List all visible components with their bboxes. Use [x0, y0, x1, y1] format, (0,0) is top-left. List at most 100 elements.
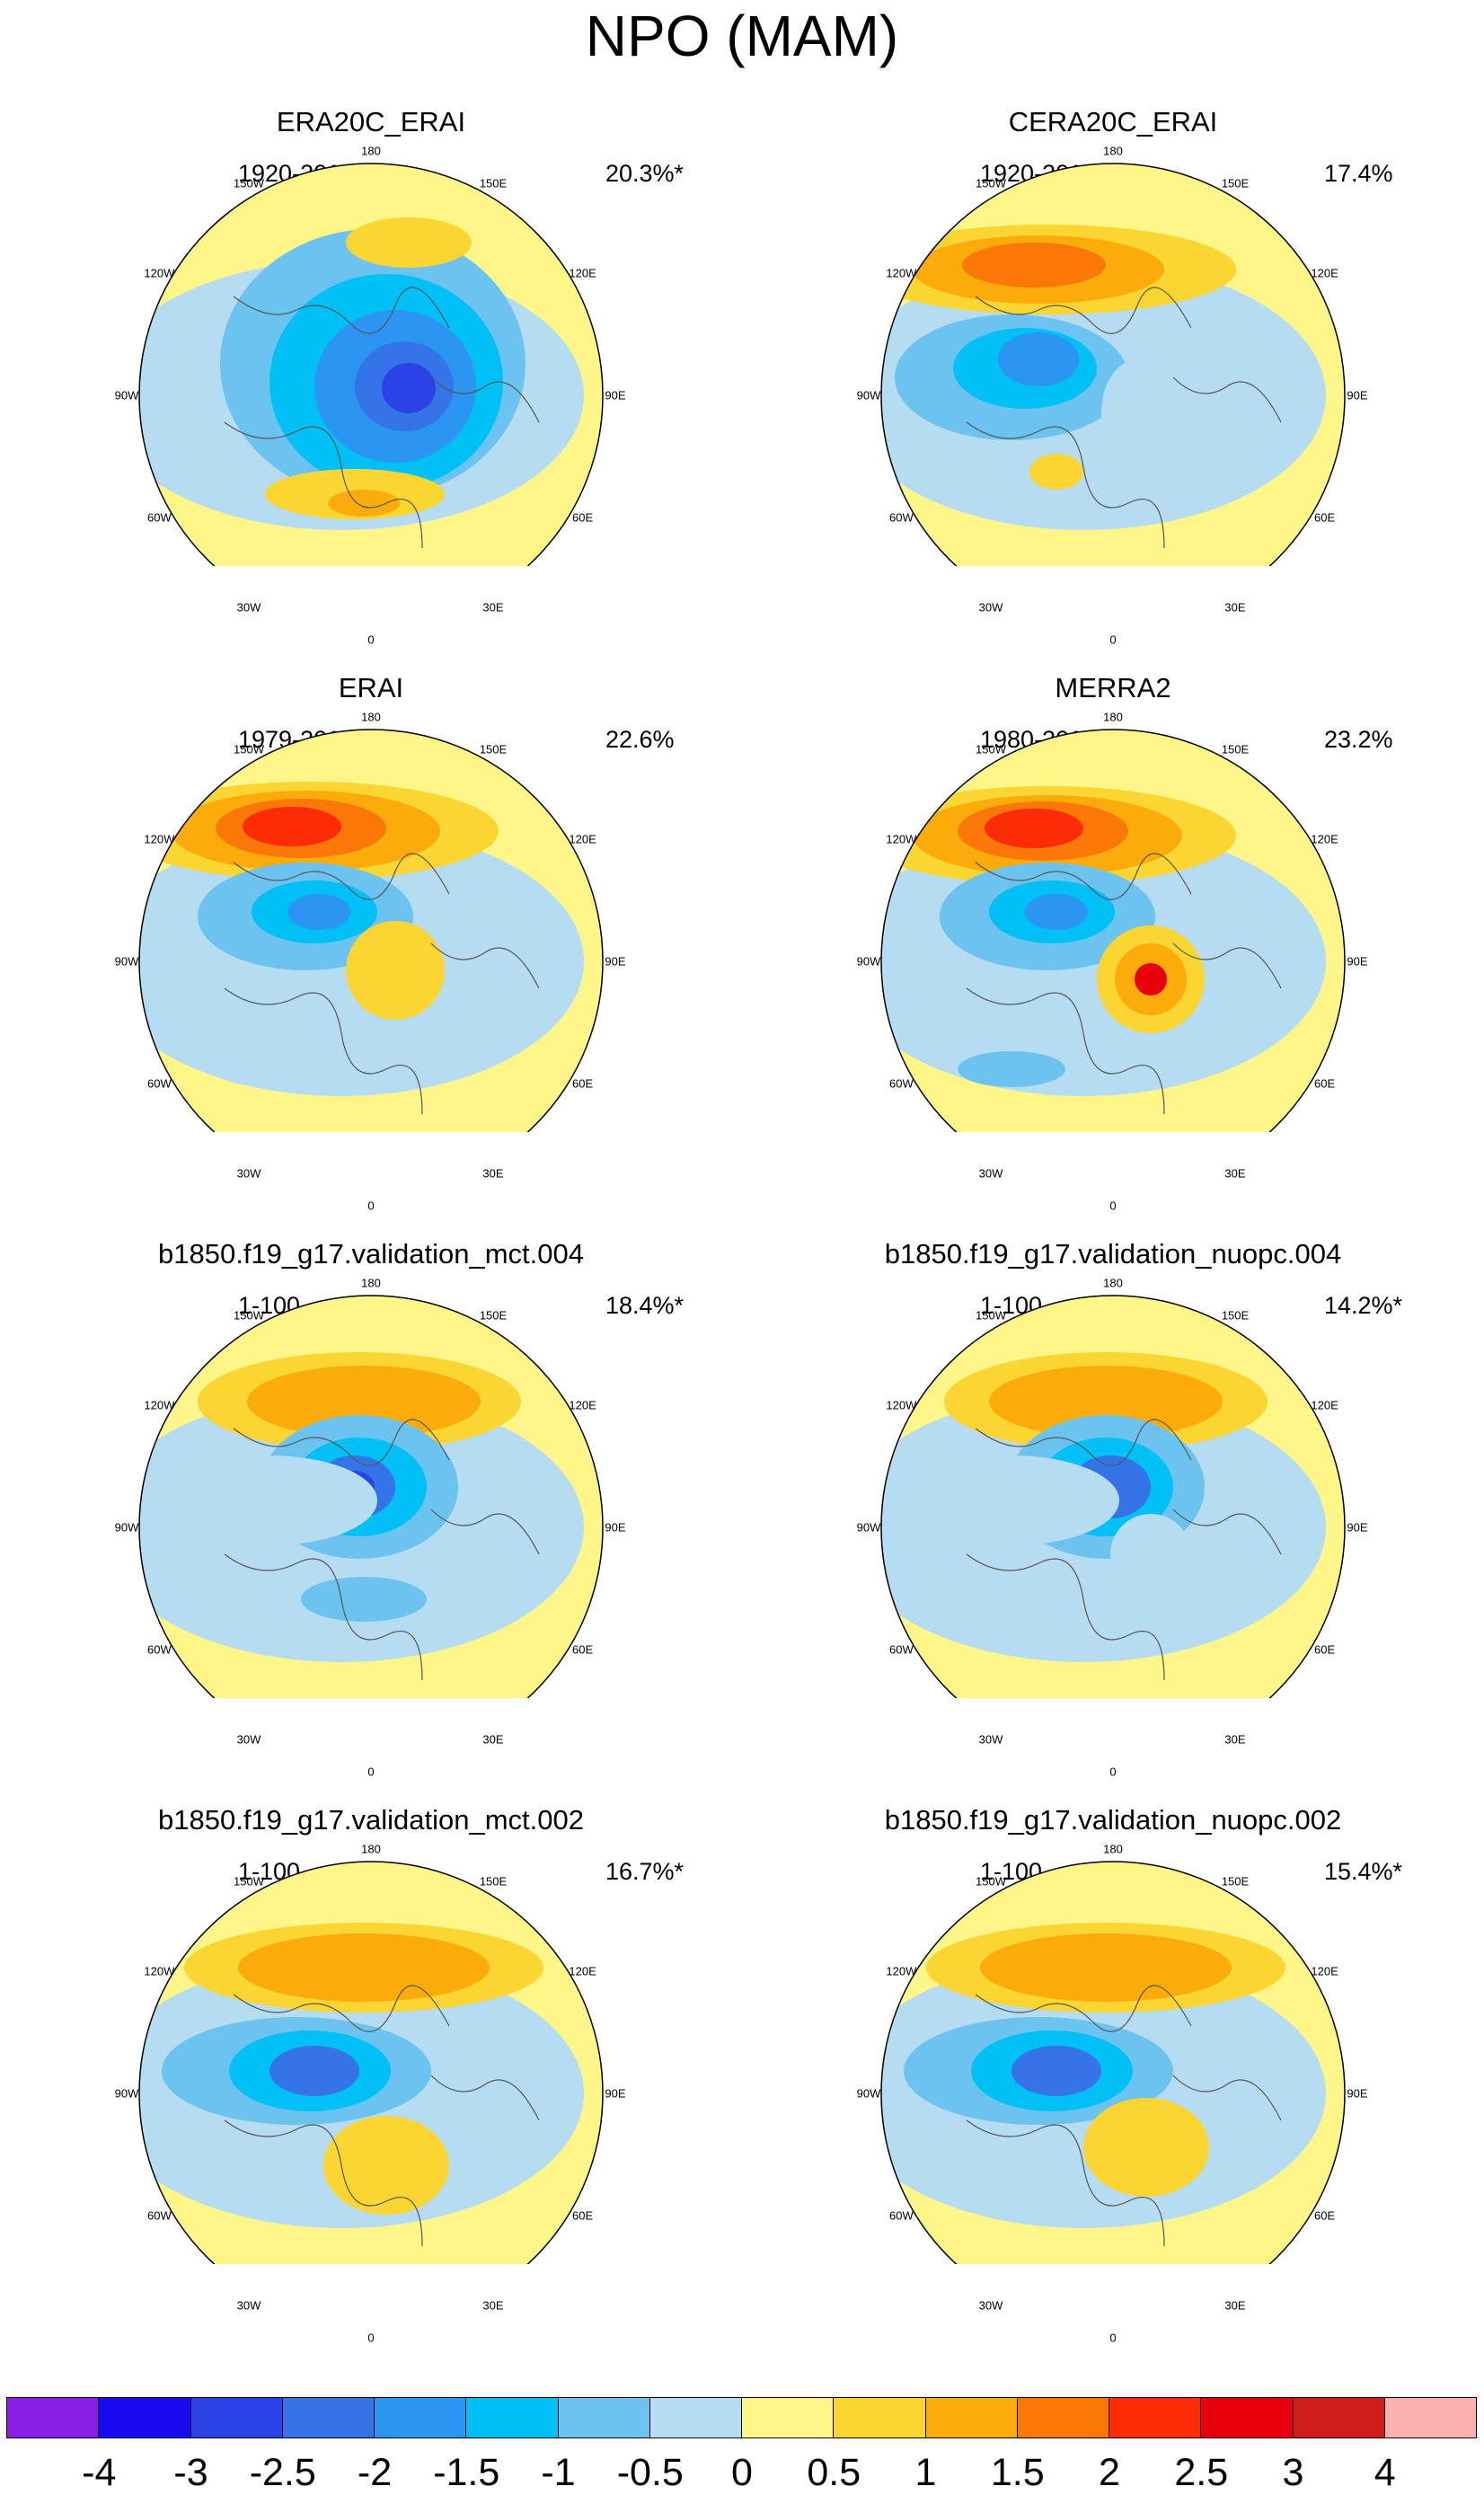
polar-map: [880, 1295, 1346, 1698]
longitude-label: 120E: [1311, 1964, 1338, 1978]
anomaly-contour: [247, 1366, 481, 1438]
anomaly-contour: [382, 363, 436, 413]
longitude-label: 60W: [147, 1076, 172, 1091]
longitude-label: 120W: [144, 832, 175, 846]
map-panel: ERAI 1979-2018 22.6% 180 150E 120E 90E 60E 30E 0 3…: [0, 566, 742, 1213]
panel-percent: 20.3%*: [605, 160, 685, 187]
longitude-label: 0: [367, 1199, 375, 1213]
longitude-label: 90W: [114, 2086, 139, 2101]
colorbar-label: 1: [914, 2451, 937, 2494]
colorbar-label: -1.5: [433, 2451, 500, 2494]
longitude-label: 120W: [886, 1398, 917, 1412]
longitude-label: 120E: [1311, 1398, 1338, 1412]
longitude-label: 90W: [114, 1520, 139, 1535]
longitude-label: 60W: [889, 1076, 914, 1091]
map-panel: MERRA2 1980-2017 23.2% 180 150E 120E 90E 60E 30E…: [742, 566, 1484, 1213]
longitude-label: 180: [1103, 1276, 1123, 1290]
longitude-label: 150W: [234, 176, 264, 190]
colorbar-cell: [924, 2397, 1018, 2438]
panel-title: ERAI: [338, 672, 404, 703]
colorbar-label: -0.5: [616, 2451, 684, 2494]
map-panel: CERA20C_ERAI 1920-2018 17.4% 180 150E 120E 90E…: [742, 0, 1484, 647]
longitude-label: 120E: [569, 832, 596, 846]
colorbar-cell: [1109, 2397, 1202, 2438]
longitude-label: 120E: [569, 266, 596, 280]
colorbar-label: 1.5: [990, 2451, 1045, 2494]
longitude-label: 0: [1109, 2331, 1117, 2345]
longitude-label: 90W: [856, 954, 881, 969]
longitude-label: 150W: [976, 1874, 1006, 1889]
longitude-label: 120E: [569, 1398, 596, 1412]
colorbar-label: 4: [1374, 2451, 1396, 2494]
longitude-label: 180: [361, 1276, 381, 1290]
longitude-label: 150W: [234, 1308, 264, 1323]
colorbar-label: -1: [541, 2451, 576, 2494]
longitude-label: 90E: [605, 1520, 626, 1535]
coastline: [966, 1419, 1282, 1681]
longitude-label: 120W: [886, 832, 917, 846]
colorbar-cell: [557, 2397, 650, 2438]
coastline: [966, 1985, 1282, 2247]
longitude-label: 180: [1103, 144, 1123, 158]
map-border: [880, 1295, 1346, 1698]
longitude-label: 150E: [479, 1308, 508, 1323]
longitude-label: 150E: [1221, 176, 1250, 190]
anomaly-contour: [998, 332, 1079, 386]
longitude-label: 90E: [1347, 1520, 1368, 1535]
colorbar-label: 2: [1099, 2451, 1120, 2494]
map-border: [138, 1295, 604, 1698]
colorbar-cell: [741, 2397, 835, 2438]
longitude-label: 0: [1109, 1199, 1117, 1213]
polar-map: [138, 1295, 604, 1698]
longitude-label: 30E: [482, 2298, 504, 2313]
longitude-label: 150E: [479, 1874, 508, 1889]
colorbar-cell: [1383, 2397, 1477, 2438]
panel-title: b1850.f19_g17.validation_mct.002: [158, 1804, 584, 1836]
longitude-label: 0: [367, 633, 375, 647]
longitude-label: 150W: [234, 742, 264, 756]
coastline: [966, 287, 1282, 549]
longitude-label: 120W: [144, 1398, 175, 1412]
longitude-label: 30W: [978, 2298, 1003, 2313]
coastline: [224, 1985, 540, 2247]
longitude-label: 30E: [482, 1732, 504, 1747]
coastline: [966, 853, 1282, 1115]
longitude-label: 90E: [1347, 954, 1368, 969]
longitude-label: 60W: [889, 2208, 914, 2223]
colorbar-label: -2: [357, 2451, 393, 2494]
map-border: [880, 1861, 1346, 2264]
colorbar-cell: [833, 2397, 926, 2438]
longitude-label: 60W: [889, 1642, 914, 1657]
panel-title: MERRA2: [1055, 672, 1171, 703]
longitude-label: 30W: [978, 600, 1003, 615]
map-panel: b1850.f19_g17.validation_mct.004 1-100 18.…: [0, 1132, 742, 1779]
anomaly-contour: [162, 1455, 377, 1545]
colorbar-cell: [1200, 2397, 1294, 2438]
longitude-label: 90E: [605, 388, 626, 403]
colorbar-label: -2.5: [249, 2451, 316, 2494]
longitude-label: 30E: [1224, 1166, 1246, 1181]
map-panel: ERA20C_ERAI 1920-2018 20.3%* 180 150E 120E 90E…: [0, 0, 742, 647]
longitude-label: 0: [1109, 633, 1117, 647]
longitude-label: 60E: [572, 1076, 594, 1091]
anomaly-contour: [1025, 894, 1088, 930]
polar-map: [138, 163, 604, 566]
longitude-label: 180: [361, 710, 381, 724]
colorbar-label: 3: [1282, 2451, 1304, 2494]
colorbar-cell: [465, 2397, 559, 2438]
map-border: [138, 1861, 604, 2264]
colorbar-cell: [6, 2397, 100, 2438]
anomaly-contour: [1101, 359, 1173, 467]
panel-percent: 23.2%: [1324, 726, 1393, 753]
longitude-label: 120E: [1311, 266, 1338, 280]
longitude-label: 180: [361, 1842, 381, 1856]
longitude-label: 30W: [978, 1732, 1003, 1747]
anomaly-contour: [958, 1051, 1065, 1087]
colorbar: [6, 2397, 1477, 2438]
anomaly-contour: [243, 807, 341, 846]
longitude-label: 150E: [479, 176, 508, 190]
colorbar-cell: [1292, 2397, 1385, 2438]
polar-map: [138, 729, 604, 1132]
longitude-label: 150W: [234, 1874, 264, 1889]
